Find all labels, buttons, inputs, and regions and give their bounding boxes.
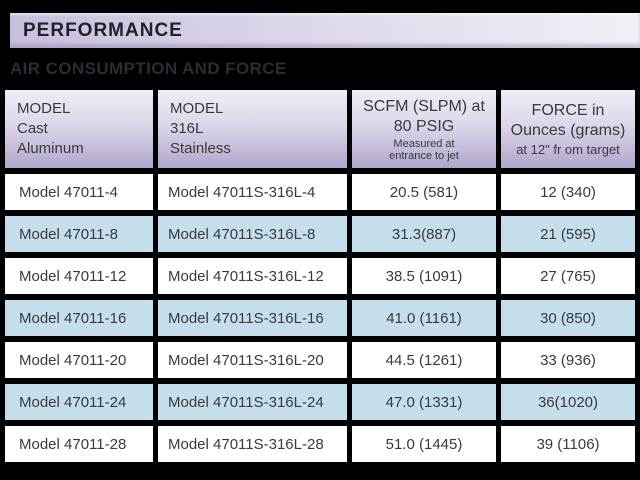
column-header-line: MODEL bbox=[17, 100, 71, 117]
table-cell: Model 47011S-316L-4 bbox=[158, 174, 347, 210]
column-header-line: FORCE in bbox=[531, 102, 605, 119]
table-cell: Model 47011S-316L-16 bbox=[158, 300, 347, 336]
section-subtitle: AIR CONSUMPTION AND FORCE bbox=[10, 59, 287, 78]
table-cell: 41.0 (1161) bbox=[352, 300, 496, 336]
performance-banner: PERFORMANCE bbox=[10, 13, 640, 48]
table-cell: 47.0 (1331) bbox=[352, 384, 496, 420]
column-header-model-cast-aluminum: MODEL Cast Aluminum bbox=[5, 90, 153, 168]
table-cell: Model 47011S-316L-28 bbox=[158, 426, 347, 462]
table-cell: 31.3(887) bbox=[352, 216, 496, 252]
page-title: PERFORMANCE bbox=[23, 19, 183, 41]
table-cell: Model 47011-4 bbox=[5, 174, 153, 210]
column-header-line: Cast bbox=[17, 120, 48, 137]
table-cell: Model 47011S-316L-8 bbox=[158, 216, 347, 252]
table-cell: Model 47011S-316L-12 bbox=[158, 258, 347, 294]
table-cell: Model 47011-16 bbox=[5, 300, 153, 336]
table-cell: 44.5 (1261) bbox=[352, 342, 496, 378]
table-cell: Model 47011S-316L-20 bbox=[158, 342, 347, 378]
table-row-2: Model 47011-8 Model 47011S-316L-8 31.3(887… bbox=[5, 216, 635, 252]
column-header-line: MODEL bbox=[170, 100, 224, 117]
table-cell: 20.5 (581) bbox=[352, 174, 496, 210]
table-cell: 38.5 (1091) bbox=[352, 258, 496, 294]
table-row-6: Model 47011-24 Model 47011S-316L-24 47.0 (… bbox=[5, 384, 635, 420]
column-header-note: Measured at entrance to jet bbox=[389, 137, 459, 162]
table-cell: 30 (850) bbox=[501, 300, 635, 336]
table-row-3: Model 47011-12 Model 47011S-316L-12 38.5 (… bbox=[5, 258, 635, 294]
column-header-model-316l-stainless: MODEL 316L Stainless bbox=[158, 90, 347, 168]
column-header-note: at 12" fr om target bbox=[516, 142, 620, 157]
table-cell: Model 47011-28 bbox=[5, 426, 153, 462]
column-header-scfm-at-80-psig: SCFM (SLPM) at 80 PSIG Measured at entrance… bbox=[352, 90, 496, 168]
table-cell: 33 (936) bbox=[501, 342, 635, 378]
table-cell: 27 (765) bbox=[501, 258, 635, 294]
column-header-force-in-ounces: FORCE in Ounces (grams) at 12" fr om targe… bbox=[501, 90, 635, 168]
table-cell: 36(1020) bbox=[501, 384, 635, 420]
table-cell: Model 47011-24 bbox=[5, 384, 153, 420]
table-cell: Model 47011-12 bbox=[5, 258, 153, 294]
performance-table: MODEL Cast Aluminum MODEL 316L Stainless SCFM … bbox=[0, 84, 640, 468]
table-cell: 51.0 (1445) bbox=[352, 426, 496, 462]
column-header-line: Aluminum bbox=[17, 140, 84, 157]
column-header-line: Ounces (grams) bbox=[510, 122, 626, 139]
table-header-row: MODEL Cast Aluminum MODEL 316L Stainless SCFM … bbox=[5, 90, 635, 168]
column-header-line: 316L bbox=[170, 120, 204, 137]
column-header-line: SCFM (SLPM) at bbox=[363, 97, 485, 115]
column-header-line: Stainless bbox=[170, 140, 231, 157]
table-row-7: Model 47011-28 Model 47011S-316L-28 51.0 (… bbox=[5, 426, 635, 462]
table-cell: Model 47011-20 bbox=[5, 342, 153, 378]
column-header-line: 80 PSIG bbox=[393, 117, 455, 135]
table-cell: 39 (1106) bbox=[501, 426, 635, 462]
table-row-1: Model 47011-4 Model 47011S-316L-4 20.5 (58… bbox=[5, 174, 635, 210]
table-cell: 12 (340) bbox=[501, 174, 635, 210]
table-cell: Model 47011S-316L-24 bbox=[158, 384, 347, 420]
table-cell: Model 47011-8 bbox=[5, 216, 153, 252]
table-cell: 21 (595) bbox=[501, 216, 635, 252]
table-row-5: Model 47011-20 Model 47011S-316L-20 44.5 (… bbox=[5, 342, 635, 378]
table-row-4: Model 47011-16 Model 47011S-316L-16 41.0 (… bbox=[5, 300, 635, 336]
